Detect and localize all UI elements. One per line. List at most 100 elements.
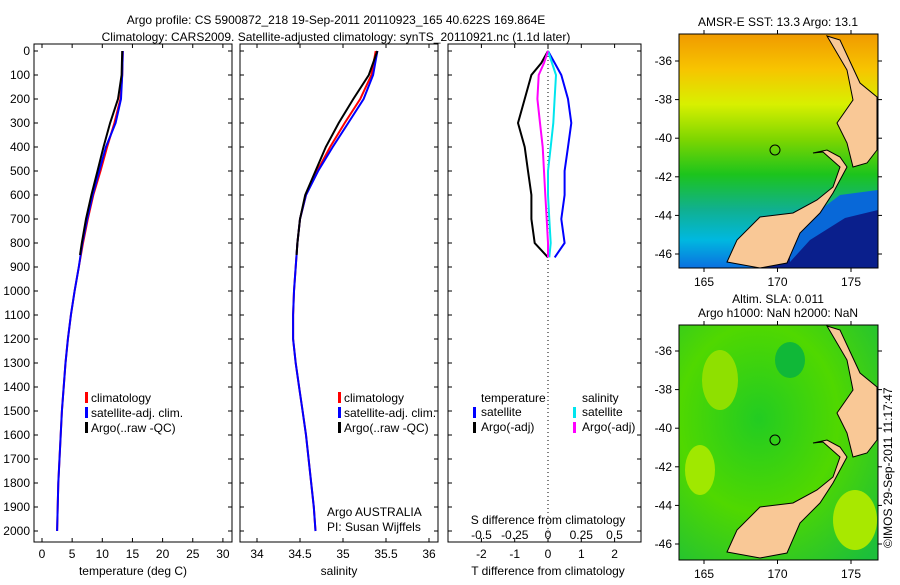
x-tick-label: 25 xyxy=(186,547,200,561)
title-line-2: Climatology: CARS2009. Satellite-adjuste… xyxy=(102,30,571,44)
map-lat-label: -38 xyxy=(655,93,673,107)
depth-tick-label: 600 xyxy=(10,188,30,202)
x-tick-label: 2 xyxy=(611,547,618,561)
diff-t-argo-adj--line xyxy=(516,50,549,259)
depth-tick-label: 1400 xyxy=(3,380,30,394)
t-diff-xlabel: T difference from climatology xyxy=(471,564,625,578)
legend-label: satellite xyxy=(582,405,623,419)
pi-label: PI: Susan Wijffels xyxy=(327,520,421,534)
temperature-xlabel: temperature (deg C) xyxy=(79,564,187,578)
sla-blob xyxy=(775,342,805,378)
s-diff-tick-label: -0.25 xyxy=(501,528,529,542)
salinity-legend: climatology satellite-adj. clim. Argo(..… xyxy=(338,391,436,435)
difference-legend: temperature salinity satellite Argo(-adj… xyxy=(473,391,635,434)
x-tick-label: 1 xyxy=(578,547,585,561)
temperature-panel xyxy=(33,43,233,543)
depth-tick-label: 1600 xyxy=(3,428,30,442)
x-tick-label: 10 xyxy=(96,547,110,561)
legend-label: Argo(-adj) xyxy=(582,420,635,434)
depth-tick-label: 900 xyxy=(10,260,30,274)
cool-water-band xyxy=(790,190,878,262)
legend-label: satellite-adj. clim. xyxy=(344,406,436,420)
salinity-xlabel: salinity xyxy=(321,564,358,578)
legend-header-salinity: salinity xyxy=(582,391,619,405)
legend-swatch-argo xyxy=(85,422,88,433)
sla-blob xyxy=(833,490,877,550)
temperature-argo-raw-qc--line xyxy=(79,50,124,256)
legend-swatch-t-satellite xyxy=(473,407,476,418)
diff-s-argo-adj--line xyxy=(536,50,549,258)
map-lon-label: 175 xyxy=(841,567,861,580)
map-lat-label: -44 xyxy=(655,498,673,512)
map-lat-label: -44 xyxy=(655,208,673,222)
map-lat-label: -46 xyxy=(655,247,673,261)
diff-t-satellite-line xyxy=(547,50,573,258)
x-tick-label: 5 xyxy=(69,547,76,561)
x-tick-label: -2 xyxy=(476,547,487,561)
difference-panel xyxy=(447,43,642,543)
depth-tick-label: 2000 xyxy=(3,524,30,538)
depth-tick-label: 1900 xyxy=(3,500,30,514)
depth-tick-label: 1200 xyxy=(3,332,30,346)
x-tick-label: 20 xyxy=(156,547,170,561)
x-tick-label: 30 xyxy=(216,547,230,561)
s-diff-tick-label: -0.5 xyxy=(471,528,492,542)
legend-swatch-satellite xyxy=(85,407,88,418)
x-tick-label: 35 xyxy=(336,547,350,561)
map-lat-label: -38 xyxy=(655,383,673,397)
legend-label: Argo(..raw -QC) xyxy=(91,421,176,435)
legend-swatch-climatology xyxy=(338,392,341,403)
x-tick-label: 0 xyxy=(39,547,46,561)
x-tick-label: 34 xyxy=(250,547,264,561)
temperature-satellite-adj-clim--line xyxy=(56,50,124,532)
depth-tick-label: 1700 xyxy=(3,452,30,466)
legend-label: Argo(..raw -QC) xyxy=(344,421,429,435)
argo-australia-label: Argo AUSTRALIA xyxy=(327,505,422,519)
title-line-1: Argo profile: CS 5900872_218 19-Sep-2011… xyxy=(127,13,546,27)
map-lat-label: -46 xyxy=(655,537,673,551)
salinity-argo-raw-qc--line xyxy=(295,50,379,256)
x-tick-label: 36 xyxy=(422,547,436,561)
legend-swatch-s-argo xyxy=(573,422,576,433)
s-diff-tick-label: 0 xyxy=(545,528,552,542)
sla-blob xyxy=(685,445,715,495)
legend-label: climatology xyxy=(91,391,151,405)
depth-tick-label: 200 xyxy=(10,92,30,106)
map-lat-label: -40 xyxy=(655,421,673,435)
x-tick-label: 15 xyxy=(126,547,140,561)
map-lat-label: -42 xyxy=(655,460,673,474)
diff-s-satellite-line xyxy=(547,50,558,258)
salinity-panel xyxy=(239,43,439,543)
legend-header-temperature: temperature xyxy=(481,391,546,405)
map-lon-label: 165 xyxy=(694,275,714,289)
legend-swatch-climatology xyxy=(85,392,88,403)
depth-tick-label: 300 xyxy=(10,116,30,130)
legend-swatch-satellite xyxy=(338,407,341,418)
legend-label: satellite-adj. clim. xyxy=(91,406,183,420)
depth-tick-label: 1300 xyxy=(3,356,30,370)
x-tick-label: -1 xyxy=(509,547,520,561)
sla-map xyxy=(678,324,879,561)
map-lon-label: 165 xyxy=(694,567,714,580)
depth-tick-label: 700 xyxy=(10,212,30,226)
depth-tick-label: 1500 xyxy=(3,404,30,418)
map-lat-label: -42 xyxy=(655,170,673,184)
x-tick-label: 35.5 xyxy=(374,547,398,561)
copyright-stamp: ©IMOS 29-Sep-2011 11:17:47 xyxy=(881,387,895,548)
depth-tick-label: 1000 xyxy=(3,284,30,298)
depth-tick-label: 500 xyxy=(10,164,30,178)
salinity-climatology-line xyxy=(292,50,377,532)
temperature-legend: climatology satellite-adj. clim. Argo(..… xyxy=(85,391,183,435)
legend-label: Argo(-adj) xyxy=(481,420,534,434)
depth-tick-label: 100 xyxy=(10,68,30,82)
s-diff-tick-label: 0.25 xyxy=(570,528,594,542)
temperature-climatology-line xyxy=(56,50,124,532)
x-tick-label: 34.5 xyxy=(288,547,312,561)
depth-tick-label: 400 xyxy=(10,140,30,154)
map-lon-label: 175 xyxy=(841,275,861,289)
sla-map-title-2: Argo h1000: NaN h2000: NaN xyxy=(698,306,858,320)
depth-tick-label: 0 xyxy=(23,44,30,58)
sla-map-title-1: Altim. SLA: 0.011 xyxy=(732,292,824,306)
depth-tick-label: 1100 xyxy=(4,308,30,322)
legend-label: climatology xyxy=(344,391,404,405)
